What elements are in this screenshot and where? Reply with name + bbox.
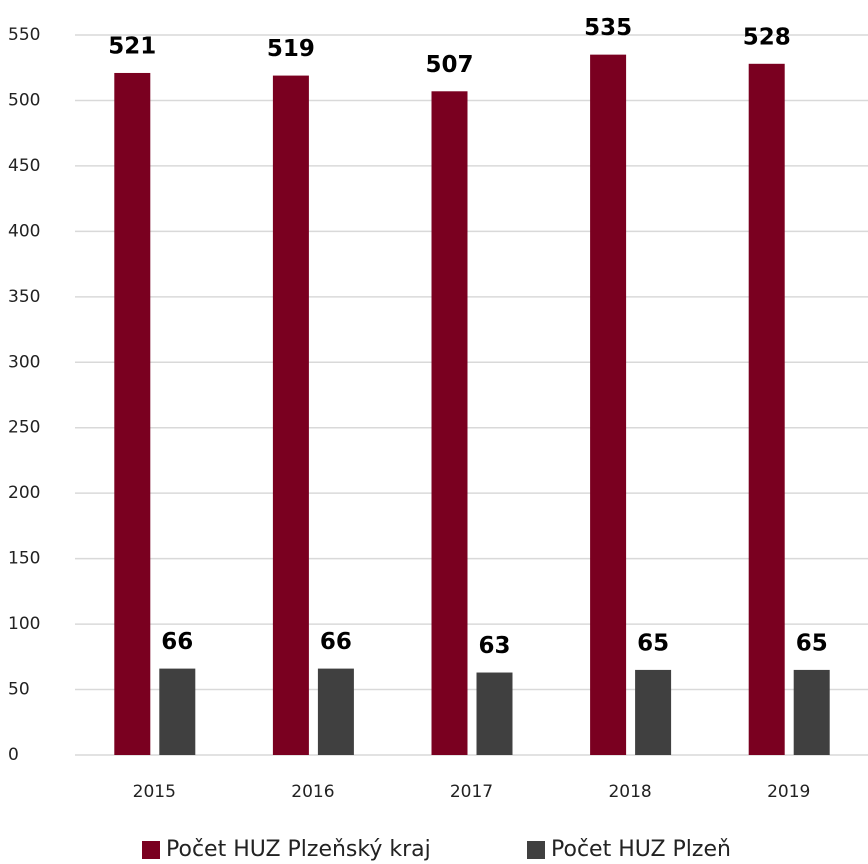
bar: [793, 669, 830, 755]
y-tick-label: 100: [8, 614, 40, 634]
bar: [317, 668, 354, 755]
bar: [431, 91, 468, 756]
y-tick-label: 0: [8, 745, 19, 765]
bar: [476, 672, 513, 755]
y-tick-label: 450: [8, 156, 40, 176]
y-tick-label: 50: [8, 680, 30, 700]
bar: [114, 72, 151, 756]
x-tick-label: 2017: [450, 782, 493, 802]
y-tick-label: 200: [8, 483, 40, 503]
bar: [635, 669, 672, 755]
x-tick-label: 2019: [767, 782, 810, 802]
y-tick-label: 500: [8, 90, 40, 110]
y-tick-label: 400: [8, 221, 40, 241]
data-label: 66: [161, 629, 193, 655]
data-label: 521: [108, 33, 156, 59]
x-tick-label: 2015: [133, 782, 176, 802]
y-tick-label: 350: [8, 287, 40, 307]
legend-swatch: [142, 841, 160, 859]
y-tick-label: 250: [8, 418, 40, 438]
data-label: 63: [478, 633, 510, 659]
bar: [159, 668, 196, 755]
legend-swatch: [527, 841, 545, 859]
data-label: 507: [425, 52, 473, 78]
legend-label: Počet HUZ Plzeň: [551, 837, 731, 862]
data-label: 65: [796, 630, 828, 656]
y-tick-label: 550: [8, 25, 40, 45]
x-tick-label: 2016: [291, 782, 334, 802]
data-label: 519: [267, 36, 315, 62]
bar: [272, 75, 309, 756]
data-label: 66: [320, 629, 352, 655]
bar: [748, 63, 785, 756]
y-tick-label: 150: [8, 549, 40, 569]
y-tick-label: 300: [8, 352, 40, 372]
data-label: 528: [743, 24, 791, 50]
data-label: 535: [584, 15, 632, 41]
bar: [590, 54, 627, 756]
x-tick-label: 2018: [608, 782, 651, 802]
legend-label: Počet HUZ Plzeňský kraj: [166, 837, 431, 862]
data-label: 65: [637, 630, 669, 656]
